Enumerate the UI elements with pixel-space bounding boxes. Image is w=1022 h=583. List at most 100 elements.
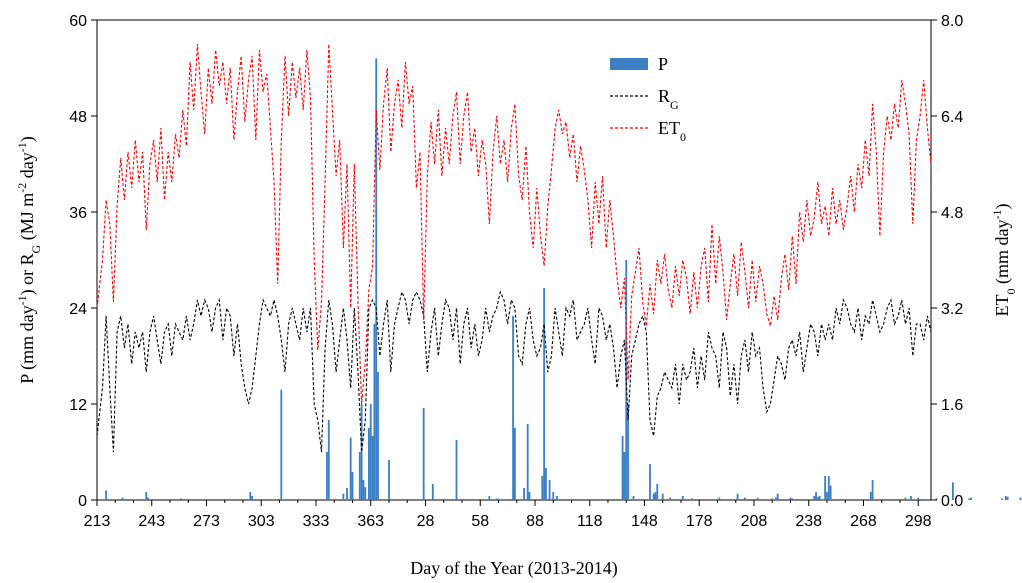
precipitation-bar — [326, 452, 328, 500]
precipitation-bar — [180, 498, 182, 500]
y-right-tick-label: 8.0 — [941, 13, 963, 30]
precipitation-bar — [541, 476, 544, 500]
precipitation-bar — [654, 492, 657, 500]
series-lines — [96, 43, 932, 453]
precipitation-bar — [545, 468, 547, 500]
precipitation-bar — [552, 492, 555, 500]
precipitation-bar — [358, 452, 361, 500]
precipitation-bar — [495, 498, 498, 500]
precipitation-bar — [869, 492, 872, 500]
precipitation-bar — [736, 493, 739, 500]
y-left-tick-label: 36 — [69, 205, 87, 222]
precipitation-bar — [1019, 497, 1022, 500]
precipitation-bar — [623, 452, 626, 500]
precipitation-bar — [364, 487, 367, 500]
legend-label-p: P — [658, 54, 668, 74]
precipitation-bar — [147, 497, 150, 500]
x-tick-label: 303 — [248, 513, 275, 530]
y-left-tick-label: 0 — [78, 493, 87, 510]
precipitation-bar — [555, 496, 558, 500]
x-tick-label: 28 — [417, 513, 435, 530]
x-tick-label: 268 — [850, 513, 877, 530]
precipitation-bar — [691, 498, 693, 500]
et0-series-line — [96, 43, 932, 405]
precipitation-bar — [935, 498, 938, 500]
precipitation-bar — [105, 490, 108, 500]
precipitation-bar — [826, 492, 828, 500]
precipitation-bar — [342, 493, 345, 500]
y-right-tick-label: 3.2 — [941, 301, 963, 318]
precipitation-bar — [816, 496, 819, 500]
precipitation-bar — [652, 493, 655, 500]
precipitation-bar — [351, 472, 354, 500]
precipitation-bar — [349, 437, 352, 500]
precipitation-bar — [681, 496, 684, 500]
axes: 0 12 24 36 48 60 0.0 1.6 3.2 4.8 6.4 8.0 213 243 273 30… — [69, 13, 963, 530]
precipitation-bar — [488, 496, 491, 500]
precipitation-bar — [523, 488, 525, 500]
precipitation-bar — [904, 497, 907, 500]
x-tick-label: 208 — [741, 513, 768, 530]
x-tick-label: 363 — [357, 513, 384, 530]
y-left-tick-label: 48 — [69, 109, 87, 126]
precipitation-bar — [829, 485, 832, 500]
precipitation-bar — [512, 316, 514, 500]
x-tick-label: 243 — [138, 513, 165, 530]
precipitation-bar — [824, 476, 827, 500]
precipitation-bar — [528, 492, 531, 500]
precipitation-bar — [368, 428, 370, 500]
y-axis-right-title: ET0 (mm day-1) — [990, 204, 1018, 317]
precipitation-bar — [968, 498, 971, 500]
precipitation-bar — [514, 428, 516, 500]
precipitation-bar — [431, 484, 434, 500]
precipitation-bar — [280, 389, 283, 500]
precipitation-bar — [543, 288, 546, 500]
y-right-tick-label: 1.6 — [941, 397, 963, 414]
precipitation-bar — [422, 408, 425, 500]
precipitation-bar — [970, 497, 973, 500]
precipitation-bar — [718, 497, 721, 500]
precipitation-bar — [951, 482, 954, 500]
precipitation-bar — [649, 464, 651, 500]
precipitation-bar — [871, 480, 874, 500]
precipitation-bar — [815, 492, 817, 500]
precipitation-bar — [771, 498, 774, 500]
precipitation-bar — [327, 420, 330, 500]
precipitation-bar — [121, 497, 124, 500]
y-left-tick-label: 60 — [69, 13, 87, 30]
precipitation-bar — [373, 324, 376, 500]
precipitation-bar — [249, 492, 252, 500]
x-axis-title: Day of the Year (2013-2014) — [410, 558, 617, 579]
precipitation-bar — [756, 497, 759, 500]
precipitation-bar — [388, 460, 390, 500]
x-tick-label: 298 — [905, 513, 932, 530]
x-tick-label: 178 — [686, 513, 713, 530]
x-tick-label: 58 — [471, 513, 489, 530]
precipitation-bar — [375, 58, 378, 501]
precipitation-bar — [813, 496, 816, 500]
precipitation-bar — [455, 440, 458, 500]
x-tick-label: 118 — [577, 513, 603, 530]
y-right-tick-label: 6.4 — [941, 109, 963, 126]
precipitation-bar — [669, 497, 671, 500]
x-tick-label: 333 — [303, 513, 330, 530]
precipitation-bar — [1006, 496, 1009, 500]
y-right-tick-label: 4.8 — [941, 205, 963, 222]
precipitation-bar — [910, 496, 912, 500]
precipitation-bar — [917, 497, 920, 500]
x-tick-label: 88 — [526, 513, 544, 530]
y-axis-left-title: P (mm day-1) or RG (MJ m-2 day-1) — [15, 136, 43, 384]
precipitation-bar — [743, 497, 746, 500]
precipitation-bar — [827, 476, 830, 500]
precipitation-bar — [621, 436, 624, 500]
precipitation-bar — [776, 493, 779, 500]
precipitation-bar — [371, 436, 374, 500]
precipitation-bar — [774, 497, 777, 500]
precipitation-bar — [632, 496, 635, 500]
precipitation-bar — [526, 424, 529, 500]
precipitation-bar — [818, 496, 821, 500]
x-tick-label: 273 — [193, 513, 220, 530]
legend-swatch-p — [610, 58, 648, 70]
y-left-tick-label: 12 — [69, 397, 87, 414]
